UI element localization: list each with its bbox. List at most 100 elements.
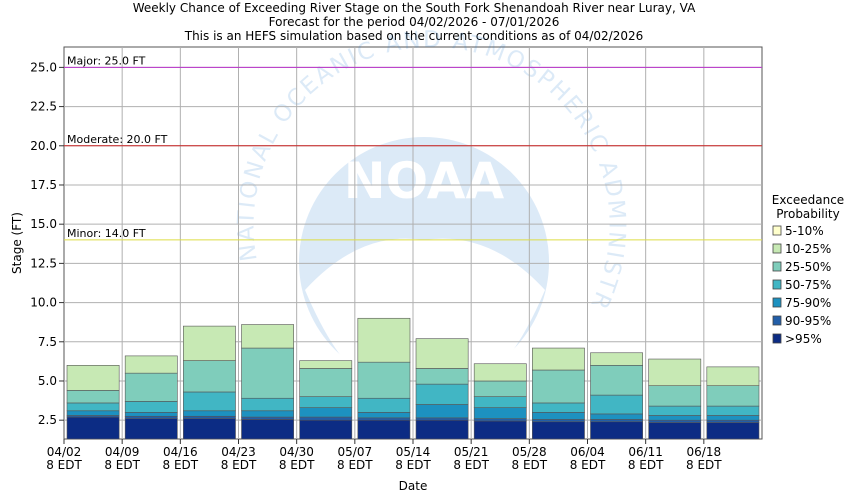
x-tick-timezone: 8 EDT: [628, 458, 664, 472]
bar-segment-gt95pct: [706, 422, 760, 440]
bar-group-05-21: [473, 363, 527, 440]
y-axis-label: Stage (FT): [10, 212, 24, 274]
bar-segment-25-50pct: [241, 347, 294, 399]
bar-segment-90-95pct: [415, 417, 469, 421]
bar-segment-90-95pct: [183, 415, 236, 419]
bar-segment-50-75pct: [532, 402, 585, 413]
legend-swatch: [772, 243, 782, 254]
legend-swatch: [772, 297, 782, 308]
bar-segment-gt95pct: [66, 416, 120, 440]
bar-group-04-23: [241, 324, 294, 440]
legend-label: 90-95%: [785, 314, 831, 328]
legend-label: >95%: [785, 332, 822, 346]
bar-segment-50-75pct: [415, 383, 469, 405]
bar-segment-gt95pct: [532, 421, 585, 440]
bar-segment-75-90pct: [706, 415, 760, 421]
bar-segment-gt95pct: [590, 421, 643, 440]
y-tick-label: 15.0: [30, 217, 57, 231]
bar-segment-10-25pct: [415, 338, 469, 369]
bar-group-04-30: [299, 360, 353, 440]
bar-segment-75-90pct: [66, 410, 120, 416]
bar-segment-75-90pct: [532, 412, 585, 420]
bar-segment-90-95pct: [648, 419, 702, 423]
x-tick-timezone: 8 EDT: [686, 458, 722, 472]
y-tick-label: 17.5: [30, 178, 57, 192]
bar-segment-75-90pct: [299, 407, 353, 418]
bar-segment-10-25pct: [241, 324, 294, 349]
bar-segment-25-50pct: [706, 385, 760, 407]
x-tick-timezone: 8 EDT: [279, 458, 315, 472]
bar-segment-50-75pct: [124, 401, 178, 413]
legend-swatch: [772, 279, 782, 290]
bar-segment-10-25pct: [183, 325, 236, 361]
bar-segment-gt95pct: [124, 418, 178, 440]
bar-segment-gt95pct: [648, 422, 702, 440]
x-tick-date: 06/18: [687, 445, 722, 459]
bar-segment-90-95pct: [532, 419, 585, 423]
bar-segment-50-75pct: [473, 396, 527, 408]
noaa-logo-text: NOAA: [344, 152, 505, 210]
legend-label: 10-25%: [785, 242, 831, 256]
y-tick-label: 25.0: [30, 60, 57, 74]
legend-label: 25-50%: [785, 260, 831, 274]
bar-segment-25-50pct: [532, 369, 585, 404]
bar-segment-10-25pct: [648, 358, 702, 386]
x-tick-date: 05/07: [338, 445, 373, 459]
legend-swatch: [772, 333, 782, 344]
bar-segment-50-75pct: [241, 397, 294, 412]
legend-label: 5-10%: [785, 224, 824, 238]
y-tick-label: 10.0: [30, 296, 57, 310]
bar-group-05-28: [532, 347, 585, 440]
bar-segment-75-90pct: [415, 404, 469, 419]
bar-segment-50-75pct: [590, 394, 643, 415]
bar-segment-10-25pct: [124, 355, 178, 374]
bar-segment-75-90pct: [241, 410, 294, 418]
bar-segment-gt95pct: [415, 419, 469, 440]
x-tick-timezone: 8 EDT: [512, 458, 548, 472]
bar-group-06-04: [590, 352, 643, 440]
x-tick-date: 04/23: [221, 445, 256, 459]
x-tick-date: 06/04: [570, 445, 605, 459]
x-axis-label: Date: [399, 479, 428, 493]
x-tick-timezone: 8 EDT: [453, 458, 489, 472]
chart-title: Weekly Chance of Exceeding River Stage o…: [133, 1, 696, 15]
y-tick-label: 12.5: [30, 256, 57, 270]
x-tick-date: 06/11: [628, 445, 663, 459]
bar-segment-25-50pct: [299, 368, 353, 397]
legend-title: Probability: [776, 207, 839, 221]
threshold-label-major: Major: 25.0 FT: [67, 54, 146, 67]
x-tick-date: 04/09: [105, 445, 140, 459]
legend-swatch: [772, 315, 782, 326]
bar-group-05-14: [415, 338, 469, 440]
bar-segment-gt95pct: [357, 419, 411, 440]
bar-segment-75-90pct: [357, 412, 411, 419]
threshold-label-moderate: Moderate: 20.0 FT: [67, 133, 168, 146]
chart-subtitle: Forecast for the period 04/02/2026 - 07/…: [269, 15, 560, 29]
x-tick-date: 04/02: [47, 445, 82, 459]
legend-swatch: [772, 261, 782, 272]
bar-segment-gt95pct: [183, 418, 236, 440]
bar-segment-gt95pct: [299, 419, 353, 440]
x-tick-date: 05/21: [454, 445, 489, 459]
bar-segment-25-50pct: [648, 385, 702, 407]
bar-segment-gt95pct: [241, 419, 294, 440]
bar-segment-10-25pct: [299, 360, 353, 369]
bar-segment-25-50pct: [124, 372, 178, 402]
bar-segment-75-90pct: [590, 413, 643, 420]
bar-segment-25-50pct: [415, 368, 469, 385]
bar-group-06-18: [706, 366, 760, 440]
bar-group-04-16: [183, 325, 236, 440]
x-tick-timezone: 8 EDT: [395, 458, 431, 472]
x-tick-date: 05/14: [396, 445, 431, 459]
bar-segment-10-25pct: [532, 347, 585, 371]
bar-segment-90-95pct: [299, 416, 353, 421]
threshold-layer: Major: 25.0 FT Moderate: 20.0 FT Minor: 14…: [64, 54, 762, 241]
x-tick-timezone: 8 EDT: [221, 458, 257, 472]
bar-group-06-11: [648, 358, 702, 440]
bar-segment-gt95pct: [473, 420, 527, 440]
x-tick-date: 05/28: [512, 445, 547, 459]
bar-segment-10-25pct: [473, 363, 527, 382]
x-tick-timezone: 8 EDT: [104, 458, 140, 472]
x-tick-timezone: 8 EDT: [46, 458, 82, 472]
